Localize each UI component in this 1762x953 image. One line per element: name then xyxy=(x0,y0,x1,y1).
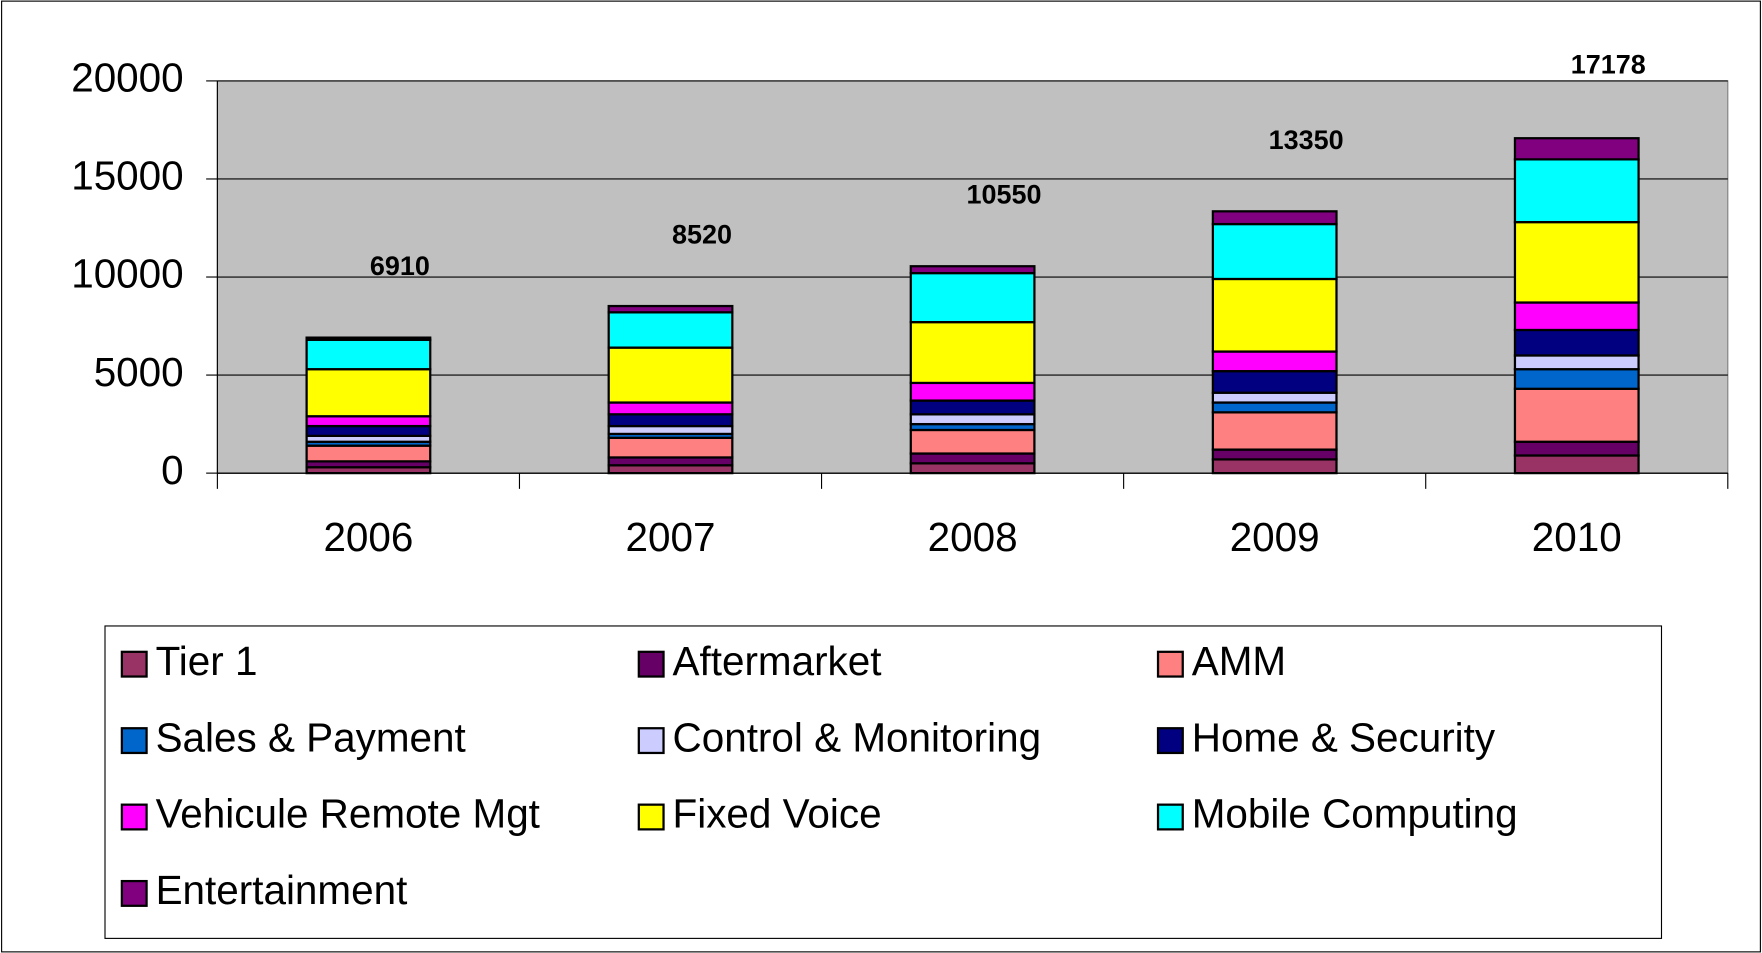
y-tick-label: 20000 xyxy=(71,55,183,101)
legend-swatch xyxy=(120,803,148,831)
legend-label: Aftermarket xyxy=(673,638,882,684)
bar-segment xyxy=(1513,328,1640,357)
bar-segment xyxy=(909,271,1036,324)
bar-segment xyxy=(607,311,734,349)
x-tick-label: 2007 xyxy=(626,514,716,560)
total-label: 6910 xyxy=(370,251,430,281)
bar-segment xyxy=(909,413,1036,426)
legend-swatch xyxy=(637,727,665,755)
legend-box xyxy=(104,625,1663,939)
bar-segment xyxy=(305,415,432,428)
total-label: 13350 xyxy=(1269,125,1344,155)
bar-segment xyxy=(1513,137,1640,161)
bar-segment xyxy=(1211,458,1338,475)
bar-segment xyxy=(607,464,734,475)
bar-segment xyxy=(1211,391,1338,404)
y-tick-label: 5000 xyxy=(94,349,184,395)
legend-swatch xyxy=(1156,650,1184,678)
legend-label: Vehicule Remote Mgt xyxy=(156,791,540,837)
bar-segment xyxy=(607,424,734,436)
legend-swatch xyxy=(120,727,148,755)
legend-label: Tier 1 xyxy=(156,638,258,684)
bar-segment xyxy=(305,368,432,418)
legend-label: Sales & Payment xyxy=(156,714,466,760)
total-label: 10550 xyxy=(967,180,1042,210)
bar-segment xyxy=(607,436,734,459)
bar-segment xyxy=(1211,448,1338,461)
bar-segment xyxy=(305,338,432,371)
x-tick-label: 2010 xyxy=(1532,514,1622,560)
bar-segment xyxy=(305,444,432,463)
bar-segment xyxy=(1513,368,1640,390)
legend-label: Mobile Computing xyxy=(1192,791,1518,837)
bar-segment xyxy=(607,456,734,467)
bar-segment xyxy=(607,401,734,416)
bar-segment xyxy=(305,336,432,341)
legend-label: Control & Monitoring xyxy=(673,714,1042,760)
legend-label: Entertainment xyxy=(156,867,408,913)
bar-segment xyxy=(1211,370,1338,394)
bar-segment xyxy=(909,462,1036,475)
bar-segment xyxy=(1211,401,1338,414)
bar-segment xyxy=(1513,158,1640,224)
bar-segment xyxy=(1513,440,1640,457)
legend-swatch xyxy=(120,650,148,678)
bar-segment xyxy=(607,346,734,404)
total-label: 17178 xyxy=(1571,50,1646,80)
plot-area: 0 5000 10000 15000 20000 2006 6910 2007 8520 2008… xyxy=(71,50,1729,560)
bar-segment xyxy=(1211,210,1338,226)
bar-segment xyxy=(909,265,1036,275)
total-label: 8520 xyxy=(672,219,732,249)
bar-segment xyxy=(909,381,1036,402)
x-tick-label: 2009 xyxy=(1230,514,1320,560)
bar-segment xyxy=(1513,387,1640,443)
bar-segment xyxy=(1513,454,1640,475)
legend-label: Home & Security xyxy=(1192,714,1496,760)
y-tick-label: 15000 xyxy=(71,153,183,199)
legend-swatch xyxy=(1156,803,1184,831)
x-tick-label: 2008 xyxy=(928,514,1018,560)
bar-segment xyxy=(909,428,1036,455)
legend-swatch xyxy=(637,803,665,831)
legend-label: Fixed Voice xyxy=(673,791,882,837)
bar-segment xyxy=(1513,220,1640,304)
legend: Tier 1 Aftermarket AMM Sales & Payment Contr… xyxy=(120,638,1518,913)
bar-segment xyxy=(909,321,1036,385)
bar-segment xyxy=(1211,350,1338,373)
bar-segment xyxy=(607,304,734,314)
x-tick-label: 2006 xyxy=(323,514,413,560)
legend-swatch xyxy=(637,650,665,678)
bar-segment xyxy=(1513,301,1640,332)
bar-segment xyxy=(1211,411,1338,451)
legend-label: AMM xyxy=(1192,638,1286,684)
bar-segment xyxy=(1513,354,1640,371)
bar-segment xyxy=(1211,222,1338,281)
bar-segment xyxy=(909,399,1036,416)
legend-swatch xyxy=(1156,727,1184,755)
bar-segment xyxy=(607,413,734,428)
bar-segment xyxy=(305,424,432,437)
legend-swatch xyxy=(120,879,148,907)
bar-segment xyxy=(909,452,1036,465)
y-tick-label: 10000 xyxy=(71,251,183,297)
bar-segment xyxy=(1211,277,1338,353)
y-tick-label: 0 xyxy=(161,447,184,493)
